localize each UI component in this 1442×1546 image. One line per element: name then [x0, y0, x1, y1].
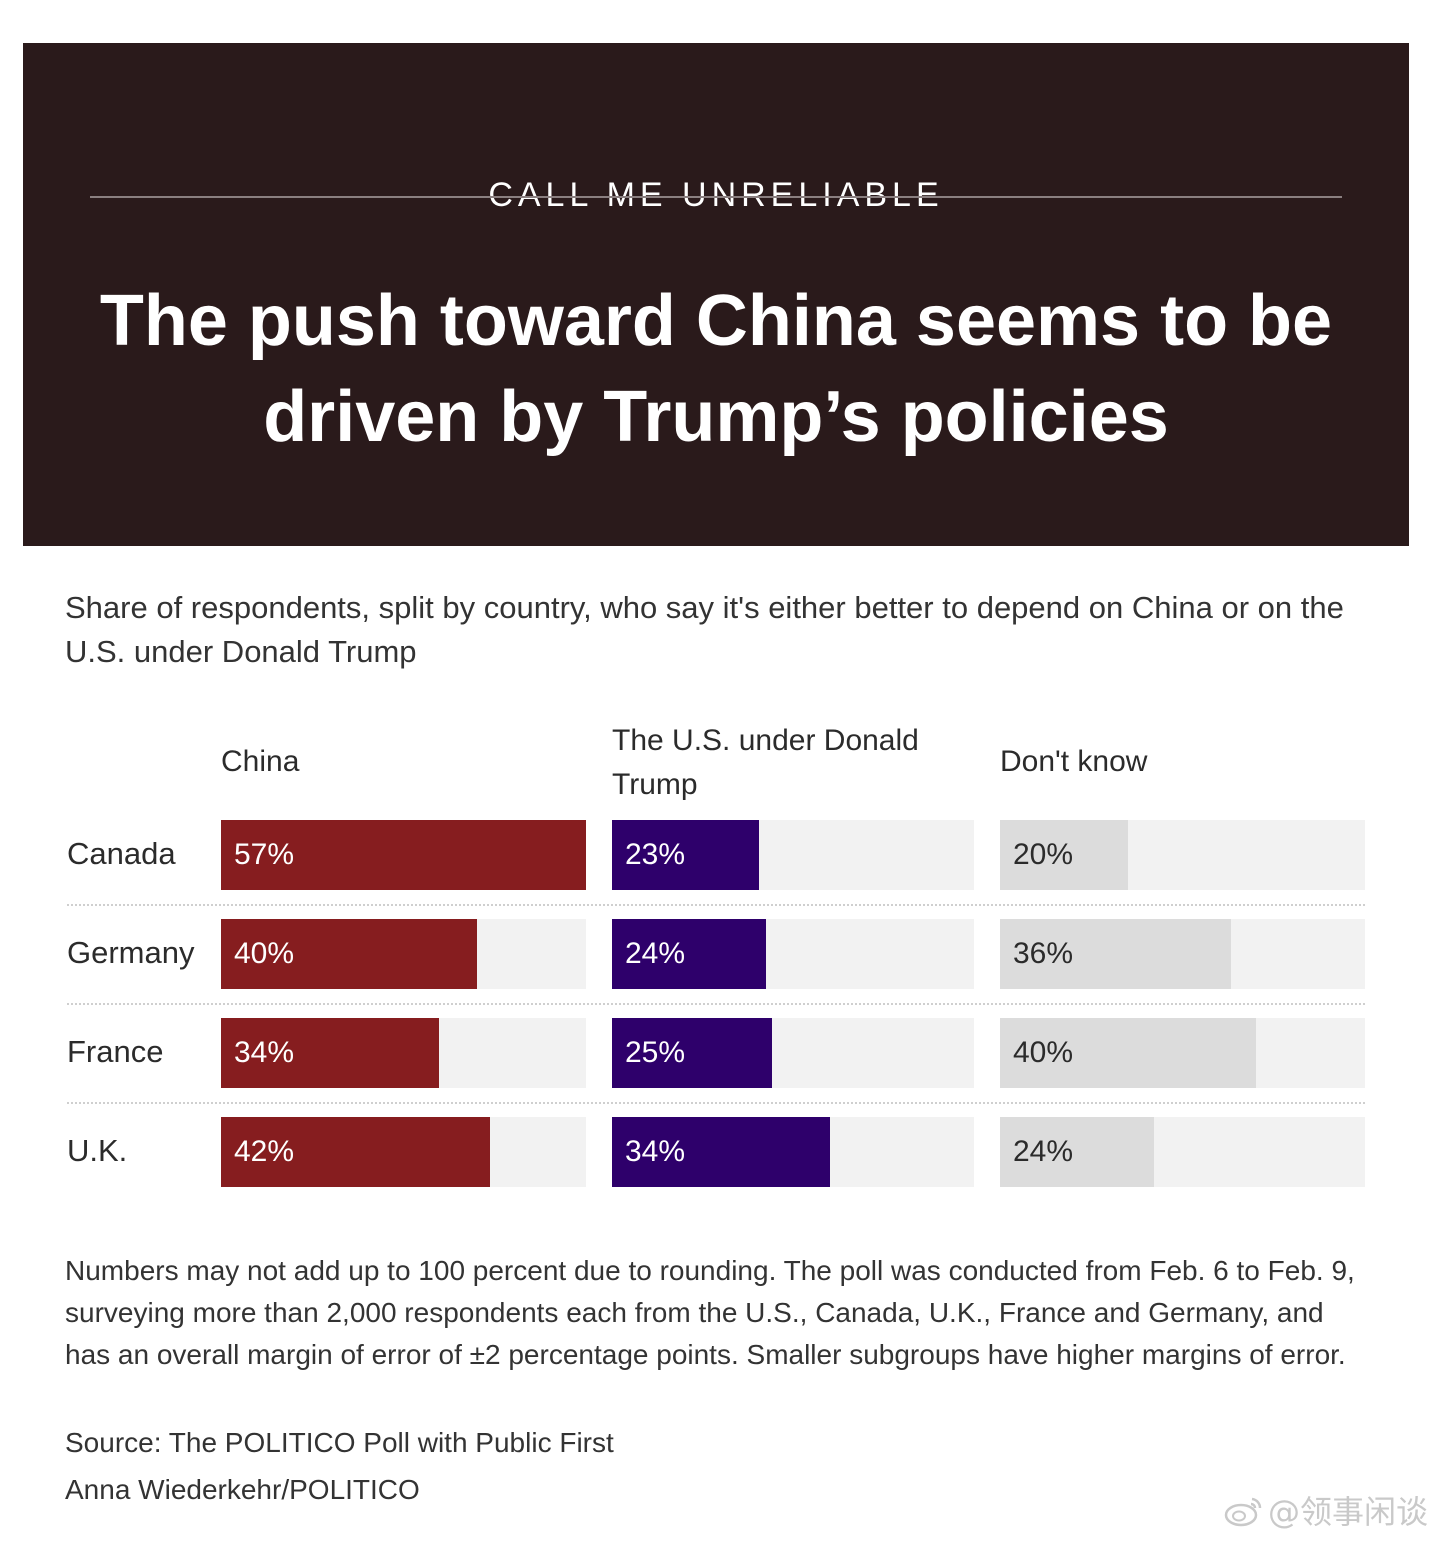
data-label: 24% [625, 937, 686, 970]
data-label: 36% [1013, 937, 1074, 970]
weibo-icon [1224, 1490, 1264, 1534]
bar-track: 34% [612, 1117, 974, 1187]
data-label: 23% [625, 838, 686, 871]
header-banner: CALL ME UNRELIABLE The push toward China… [23, 43, 1409, 546]
column-header-2: Don't know [1000, 745, 1148, 778]
bar-track: 20% [1000, 820, 1365, 890]
kicker-divider [90, 196, 1342, 198]
chart-source: Source: The POLITICO Poll with Public Fi… [65, 1427, 614, 1458]
data-label: 57% [234, 838, 295, 871]
data-label: 42% [234, 1135, 295, 1168]
bar-track: 25% [612, 1018, 974, 1088]
chart-subtitle: Share of respondents, split by country, … [65, 590, 1344, 669]
bar [221, 820, 586, 890]
bar-track: 40% [221, 919, 586, 989]
bar-track: 36% [1000, 919, 1365, 989]
watermark-text: @领事闲谈 [1267, 1493, 1428, 1531]
row-divider [67, 1003, 1365, 1005]
data-label: 34% [625, 1135, 686, 1168]
bar-track: 24% [1000, 1117, 1365, 1187]
bar [1000, 820, 1128, 890]
row-label: Canada [67, 836, 176, 871]
column-header-1: The U.S. under Donald Trump [612, 724, 919, 801]
row-divider [67, 904, 1365, 906]
data-label: 40% [234, 937, 295, 970]
bar [1000, 1117, 1154, 1187]
row-divider [67, 1102, 1365, 1104]
bar [221, 1018, 439, 1088]
bar-track: 40% [1000, 1018, 1365, 1088]
row-label: U.K. [67, 1133, 128, 1168]
row-label: France [67, 1034, 164, 1069]
data-label: 34% [234, 1036, 295, 1069]
headline: The push toward China seems to be driven… [99, 281, 1333, 457]
bar [612, 820, 759, 890]
bar-track: 42% [221, 1117, 586, 1187]
bar [1000, 1018, 1256, 1088]
bar [612, 919, 766, 989]
chart-credit: Anna Wiederkehr/POLITICO [65, 1474, 420, 1505]
bar-track: 34% [221, 1018, 586, 1088]
bar [221, 1117, 490, 1187]
bar [612, 1018, 772, 1088]
column-header-0: China [221, 745, 300, 778]
kicker: CALL ME UNRELIABLE [488, 176, 944, 214]
data-label: 25% [625, 1036, 686, 1069]
bar-track: 24% [612, 919, 974, 989]
watermark: @领事闲谈 [1224, 1490, 1428, 1534]
bar [1000, 919, 1231, 989]
data-label: 40% [1013, 1036, 1074, 1069]
bar [612, 1117, 830, 1187]
data-label: 24% [1013, 1135, 1074, 1168]
bar-track: 57% [221, 820, 586, 890]
chart-notes: Numbers may not add up to 100 percent du… [65, 1255, 1355, 1370]
bar [221, 919, 477, 989]
row-label: Germany [67, 935, 195, 970]
data-label: 20% [1013, 838, 1074, 871]
bar-track: 23% [612, 820, 974, 890]
